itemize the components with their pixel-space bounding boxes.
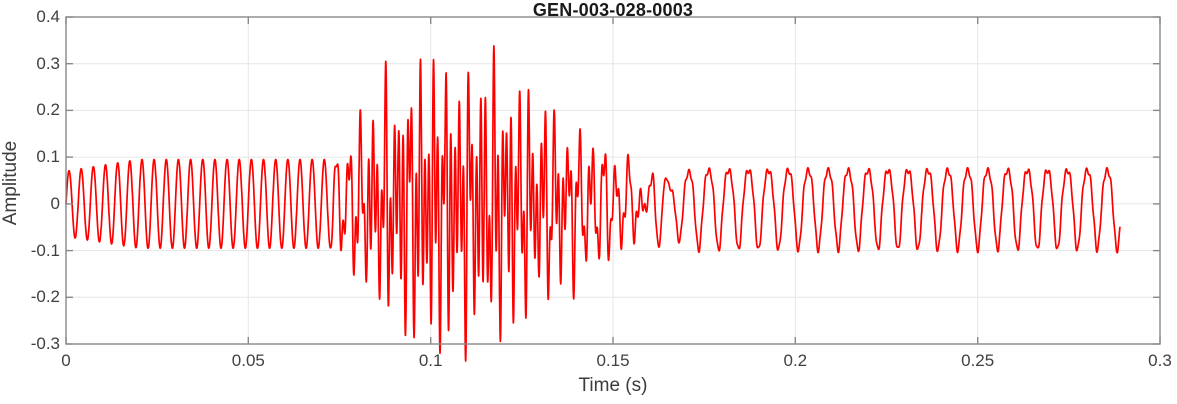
y-tick-label: 0 — [50, 193, 60, 213]
axes-box — [65, 16, 1161, 345]
waveform-path — [65, 45, 1121, 362]
y-tick-label: -0.1 — [30, 240, 60, 260]
y-tick-label: -0.3 — [30, 334, 60, 353]
x-tick-label: 0.25 — [961, 351, 995, 370]
y-tick-label: 0.3 — [36, 53, 60, 73]
y-tick-label: 0.2 — [36, 100, 60, 120]
x-axis-label: Time (s) — [578, 375, 648, 396]
y-tick-label: 0.1 — [36, 147, 60, 167]
x-tick-label: 0.15 — [596, 351, 630, 370]
y-tick-label: 0.4 — [36, 7, 60, 26]
x-tick-label: 0.1 — [418, 351, 443, 370]
x-tick-label: 0.05 — [231, 351, 265, 370]
chart-title: GEN-003-028-0003 — [532, 0, 694, 20]
x-tick-label: 0.3 — [1148, 351, 1172, 370]
x-tick-label: 0.2 — [783, 351, 808, 370]
x-tick-label: 0 — [61, 351, 71, 370]
y-tick-label: -0.2 — [30, 287, 60, 307]
